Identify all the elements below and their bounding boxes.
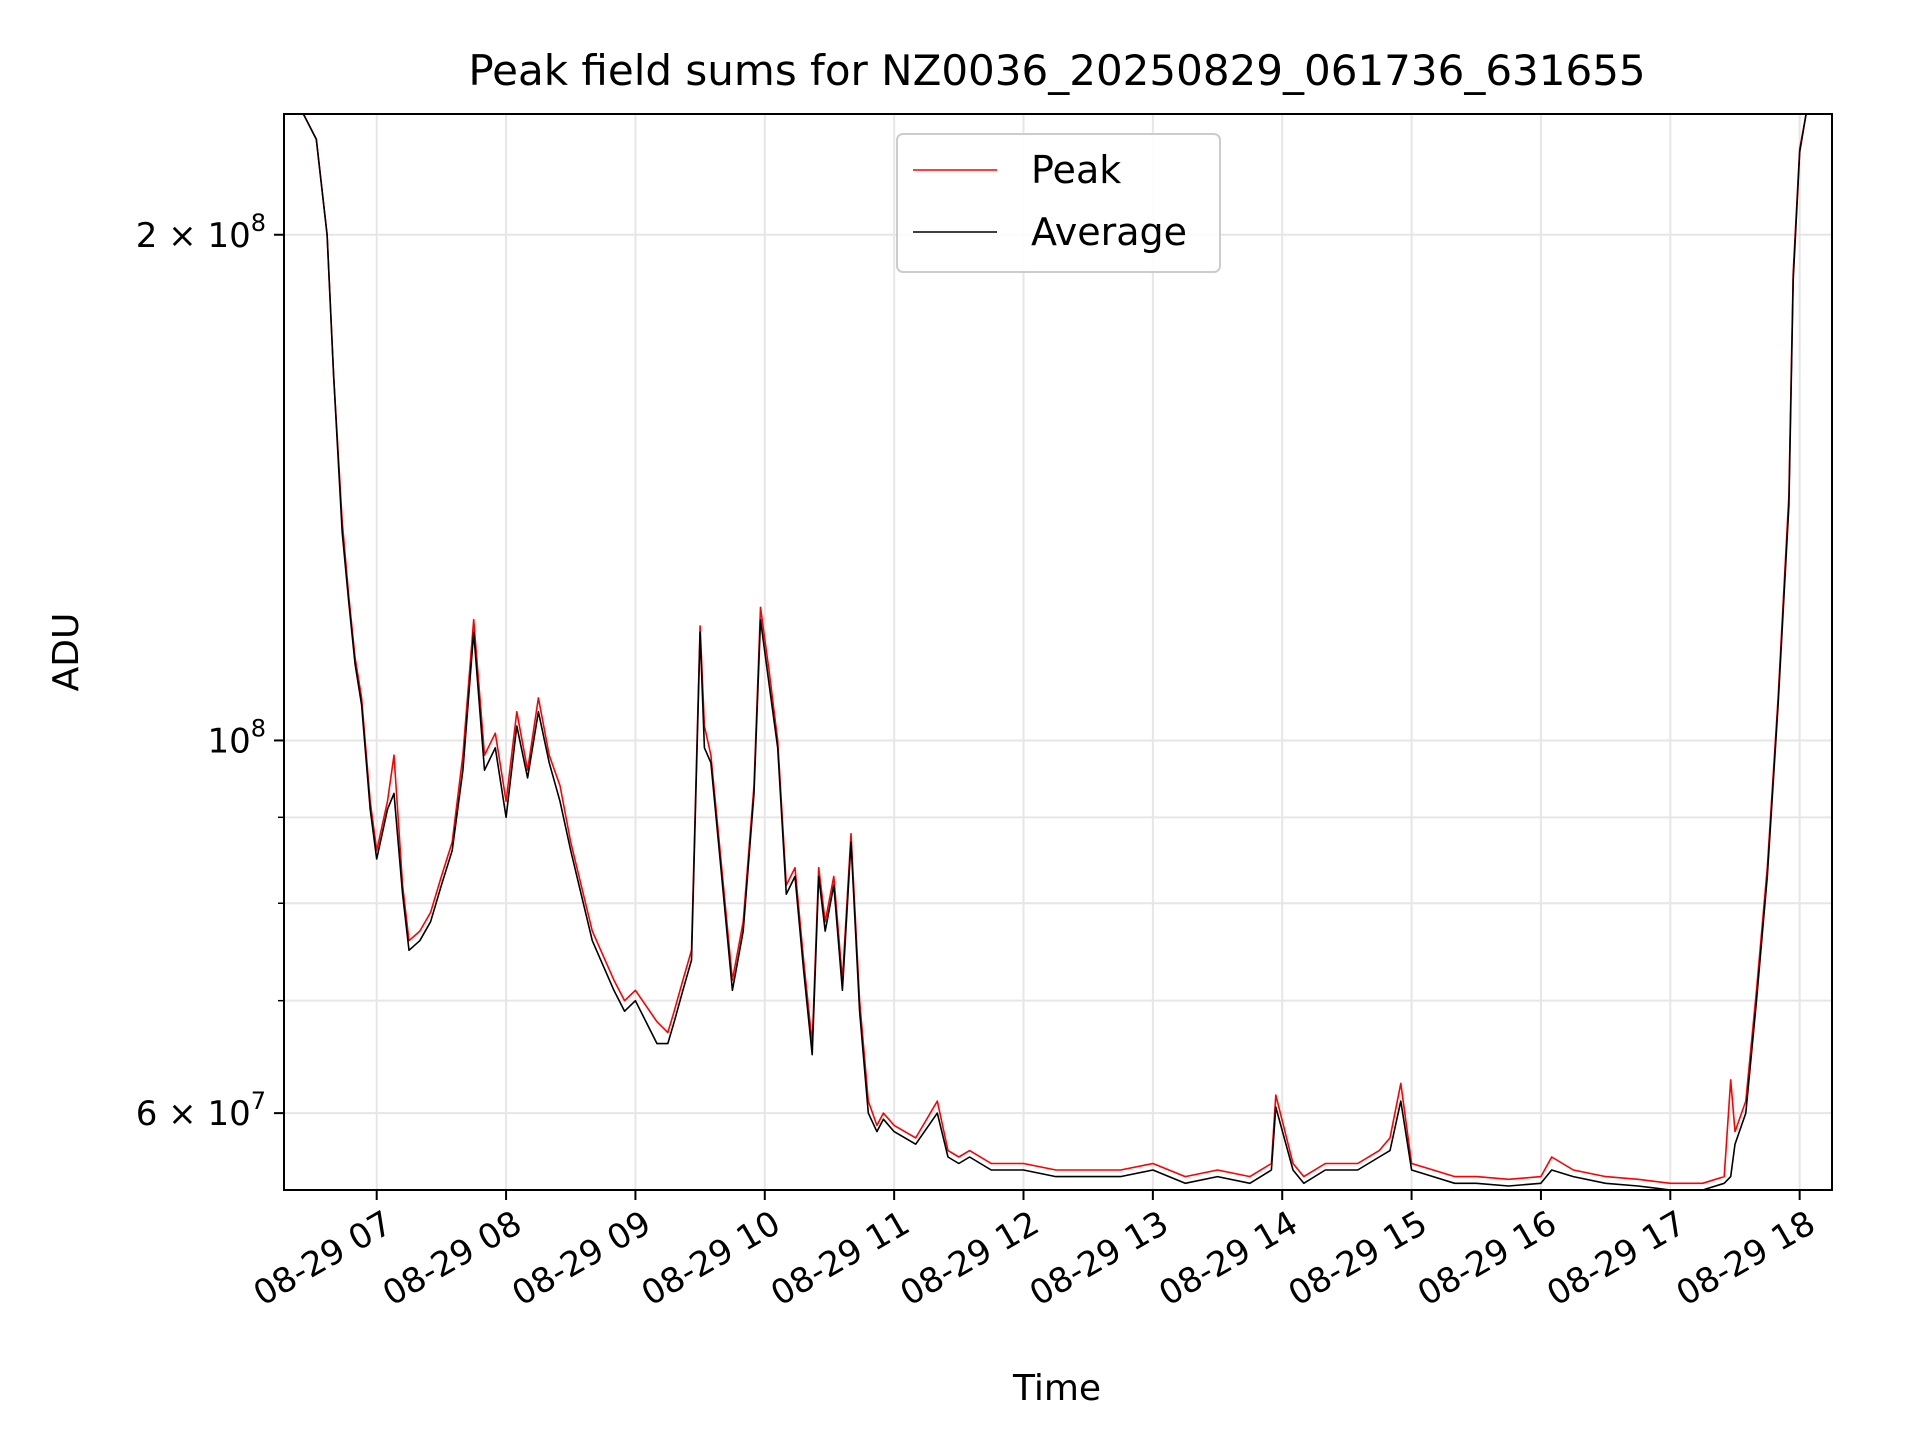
series-line-peak (284, 113, 1807, 1185)
series-line-average (284, 113, 1807, 1191)
legend-label-peak: Peak (1031, 148, 1121, 192)
y-tick-label: 6 × 107 (136, 1087, 266, 1134)
chart-title: Peak field sums for NZ0036_20250829_0617… (468, 46, 1645, 95)
legend-box (896, 133, 1221, 273)
legend: Peak Average (896, 133, 1221, 273)
plot-frame (283, 113, 1833, 1191)
y-tick-label-base: 10 (207, 721, 250, 761)
legend-label-average: Average (1031, 210, 1187, 254)
x-axis-label: Time (1012, 1368, 1101, 1409)
grid-lines (284, 114, 1832, 1190)
series-lines (284, 113, 1807, 1191)
y-tick-label-exponent: 8 (251, 714, 266, 742)
y-tick-label-base: 2 × 10 (136, 216, 251, 256)
y-tick-label-base: 6 × 10 (136, 1094, 251, 1134)
y-tick-label: 108 (207, 714, 266, 761)
y-tick-label-exponent: 7 (251, 1087, 266, 1115)
y-tick-label: 2 × 108 (136, 209, 266, 256)
y-tick-label-exponent: 8 (251, 209, 266, 237)
y-axis-label: ADU (46, 613, 87, 692)
